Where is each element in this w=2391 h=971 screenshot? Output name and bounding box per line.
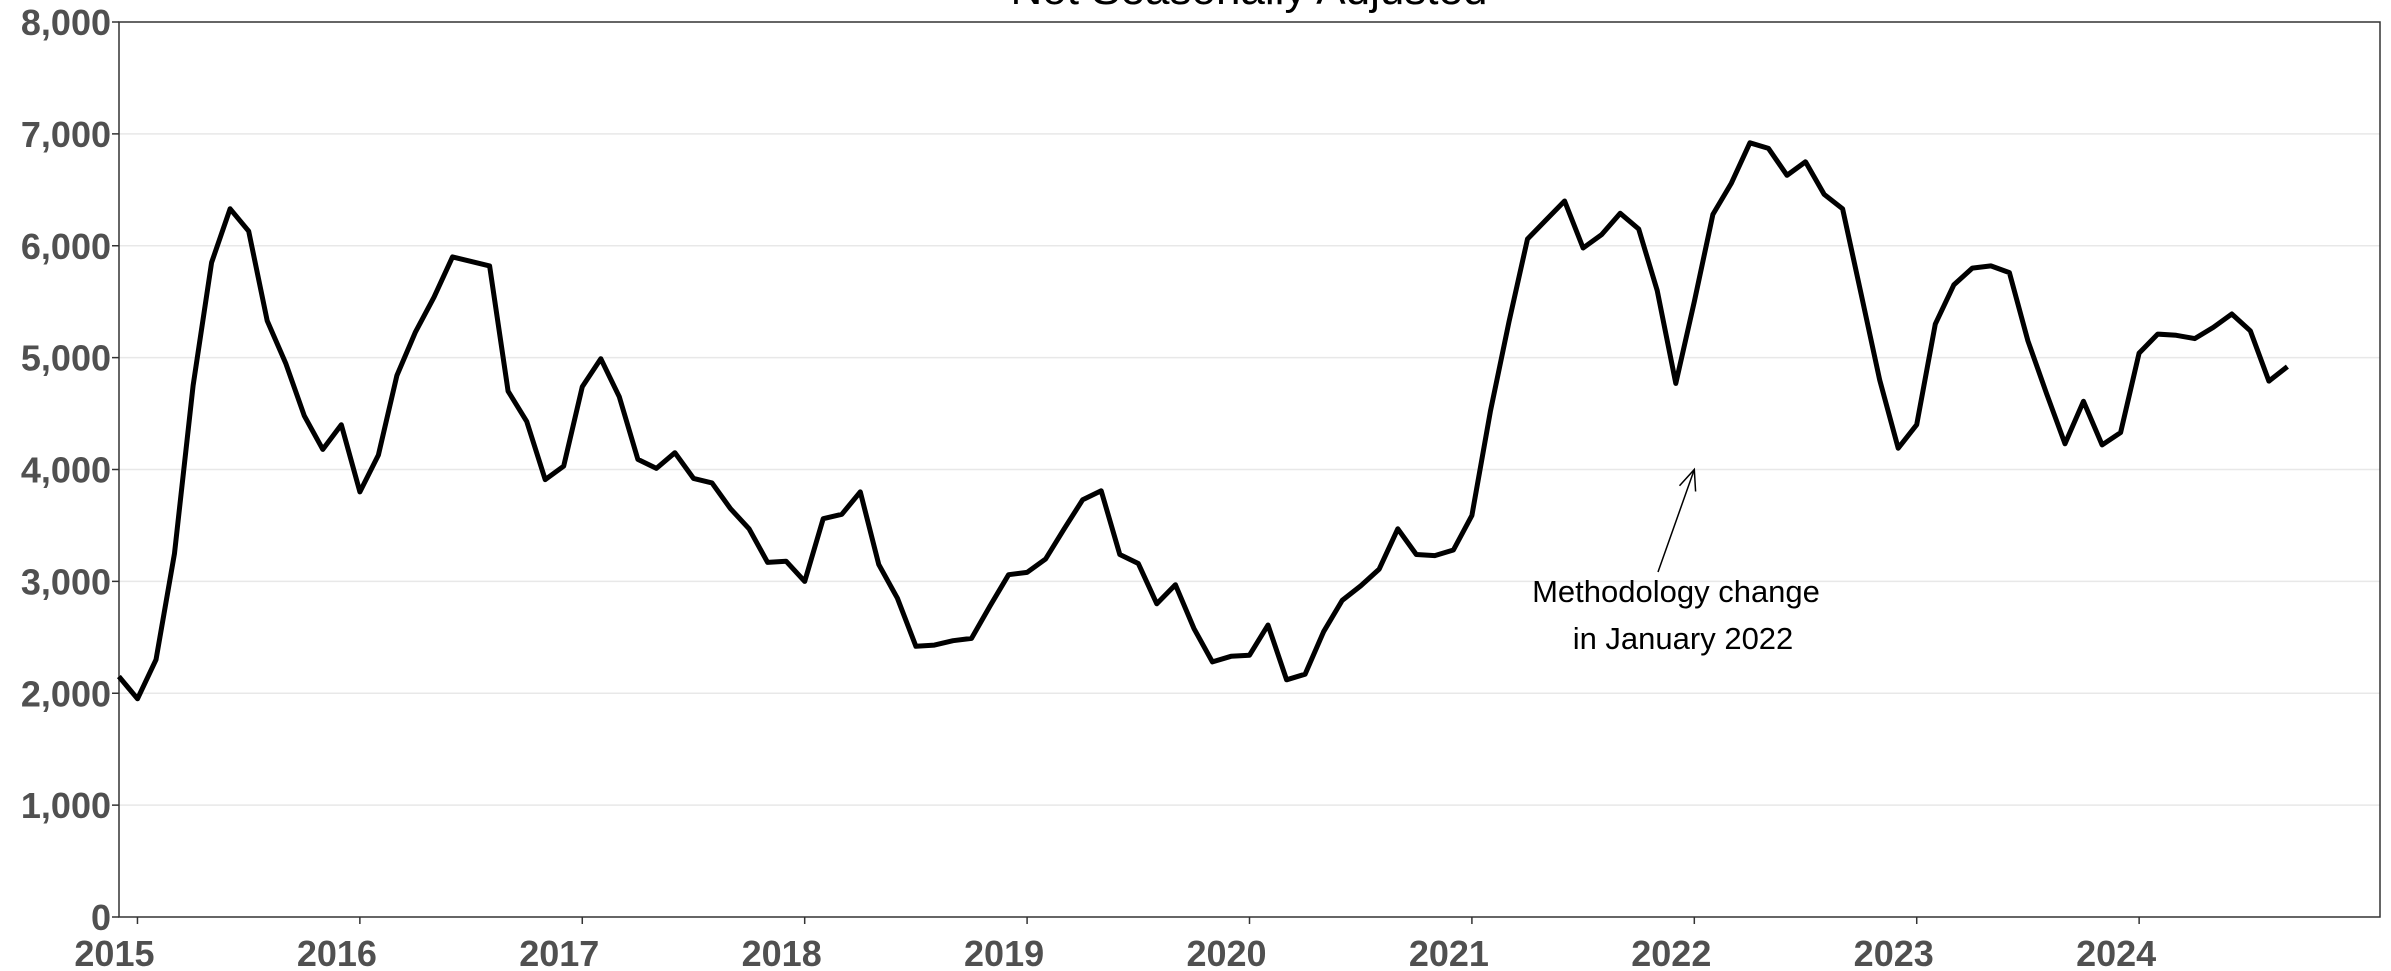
y-tick-label: 7,000 [21, 114, 111, 155]
x-tick-label: 2017 [519, 933, 599, 971]
x-axis-ticks: 2015 2016 2017 2018 2019 2020 2021 2022 2023 2024 [74, 917, 2156, 971]
series-line [116, 140, 2289, 702]
x-tick-label: 2024 [2076, 933, 2156, 971]
y-tick-label: 5,000 [21, 338, 111, 379]
x-tick-label: 2020 [1186, 933, 1266, 971]
y-tick-label: 8,000 [21, 2, 111, 43]
x-tick-label: 2022 [1631, 933, 1711, 971]
annotation-line-2: in January 2022 [1573, 621, 1794, 656]
gridlines [119, 133, 2380, 806]
y-tick-label: 2,000 [21, 673, 111, 714]
annotation-arrow-shaft [1657, 469, 1696, 573]
x-tick-label: 2019 [964, 933, 1044, 971]
annotation: Methodology change in January 2022 [1532, 467, 1820, 656]
x-tick-label: 2015 [74, 933, 154, 971]
x-tick-label: 2016 [297, 933, 377, 971]
y-tick-label: 0 [91, 897, 111, 938]
y-tick-label: 3,000 [21, 561, 111, 602]
y-tick-label: 6,000 [21, 226, 111, 267]
x-tick-label: 2023 [1854, 933, 1934, 971]
y-tick-label: 4,000 [21, 450, 111, 491]
x-tick-label: 2021 [1409, 933, 1489, 971]
x-tick-label: 2018 [742, 933, 822, 971]
y-axis-ticks: 0 1,000 2,000 3,000 4,000 5,000 6,000 7,000 8,00… [21, 2, 119, 938]
series-lines [116, 140, 2289, 702]
annotation-arrow-head [1678, 467, 1697, 492]
chart-title: Not Seasonally Adjusted [1011, 0, 1488, 14]
y-tick-label: 1,000 [21, 785, 111, 826]
annotation-line-1: Methodology change [1532, 574, 1820, 609]
